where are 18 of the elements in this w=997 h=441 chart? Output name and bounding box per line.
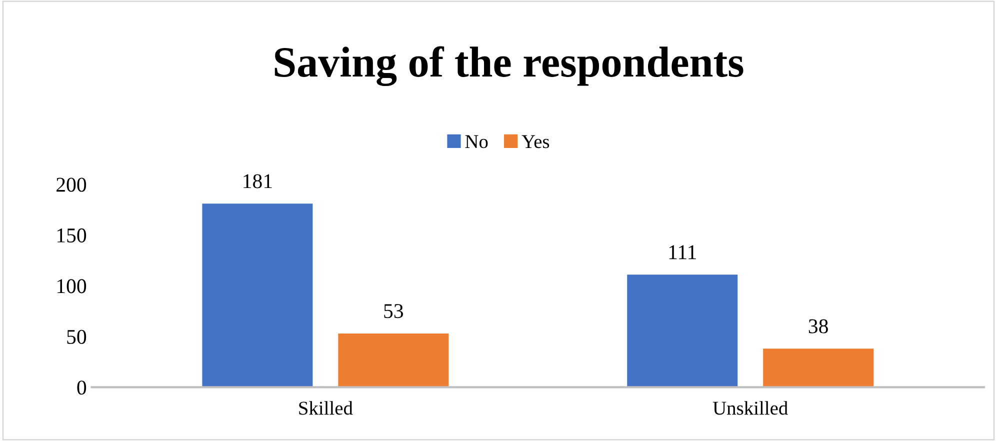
y-tick-label: 200 bbox=[56, 178, 86, 192]
bar bbox=[202, 204, 313, 388]
legend-label: No bbox=[465, 135, 488, 148]
data-label: 111 bbox=[669, 245, 696, 260]
bar bbox=[338, 333, 449, 388]
y-tick-label: 100 bbox=[57, 279, 86, 294]
data-label: 38 bbox=[808, 319, 828, 334]
data-label: 53 bbox=[384, 304, 404, 318]
x-tick-label: Skilled bbox=[299, 401, 353, 415]
legend-label: Yes bbox=[522, 135, 550, 148]
data-label: 181 bbox=[244, 174, 272, 188]
bar bbox=[763, 348, 874, 388]
y-tick-label: 50 bbox=[67, 330, 86, 344]
bar bbox=[627, 274, 738, 388]
y-tick-label: 0 bbox=[77, 380, 86, 395]
x-tick-label: Unskilled bbox=[712, 401, 788, 415]
chart-title: Saving of the respondents bbox=[274, 46, 744, 86]
y-tick-label: 150 bbox=[57, 228, 86, 242]
